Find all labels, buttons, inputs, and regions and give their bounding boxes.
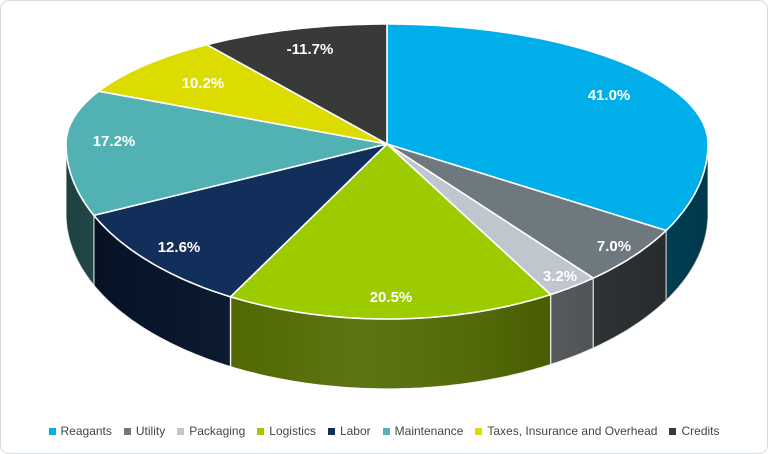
legend-label-labor: Labor — [339, 424, 371, 438]
legend-marker-labor — [327, 427, 335, 435]
legend-label-packaging: Packaging — [189, 424, 246, 438]
legend-label-maintenance: Maintenance — [394, 424, 464, 438]
slice-label-labor: 12.6% — [158, 239, 201, 256]
pie-slice-labor[interactable] — [93, 143, 388, 298]
legend-item-taxes-insurance-and-overhead[interactable]: Taxes, Insurance and Overhead — [475, 425, 657, 437]
legend-marker-logistics — [257, 427, 265, 435]
legend-marker-packaging — [177, 427, 185, 435]
legend-marker-reagants — [48, 427, 56, 435]
legend-label-utility: Utility — [135, 424, 166, 438]
pie-slice-credits[interactable] — [206, 23, 388, 145]
legend-label-taxes-insurance-and-overhead: Taxes, Insurance and Overhead — [487, 424, 658, 438]
legend-marker-utility — [123, 427, 131, 435]
slice-label-maintenance: 17.2% — [93, 133, 136, 150]
pie-slice-reagants[interactable] — [386, 23, 709, 232]
legend: Reagants Utility Packaging Logistics Labor Ma… — [1, 425, 767, 437]
legend-item-reagants[interactable]: Reagants — [48, 424, 112, 438]
pie-labels: 41.0% 7.0% 3.2% 20.5% 12.6% 17.2% 10.2% -11.7% — [93, 41, 631, 306]
slice-label-utility: 7.0% — [597, 238, 631, 255]
legend-marker-credits — [669, 427, 677, 435]
pie-slice-taxes-insurance-and-overhead[interactable] — [98, 43, 388, 145]
pie-slice-logistics[interactable] — [229, 143, 552, 320]
legend-item-maintenance[interactable]: Maintenance — [382, 424, 464, 438]
legend-item-credits[interactable]: Credits — [669, 424, 720, 438]
legend-label-reagants: Reagants — [60, 424, 112, 438]
legend-item-utility[interactable]: Utility — [123, 424, 166, 438]
legend-label-logistics: Logistics — [269, 424, 316, 438]
slice-label-reagants: 41.0% — [588, 87, 631, 104]
legend-item-packaging[interactable]: Packaging — [177, 425, 245, 437]
legend-label-credits: Credits — [681, 424, 720, 438]
slice-label-packaging: 3.2% — [543, 268, 577, 285]
legend-item-logistics[interactable]: Logistics — [257, 425, 316, 437]
legend-marker-taxes-insurance-and-overhead — [475, 427, 483, 435]
pie-top — [65, 23, 709, 320]
pie-slice-maintenance[interactable] — [65, 90, 388, 217]
legend-marker-maintenance — [382, 427, 390, 435]
slice-label-taxes-insurance-and-overhead: 10.2% — [182, 75, 225, 92]
legend-item-labor[interactable]: Labor — [327, 424, 371, 438]
pie-slice-utility[interactable] — [386, 143, 667, 279]
slice-label-credits: -11.7% — [287, 41, 334, 58]
pie-slice-packaging[interactable] — [386, 143, 594, 296]
slice-label-logistics: 20.5% — [370, 289, 413, 306]
